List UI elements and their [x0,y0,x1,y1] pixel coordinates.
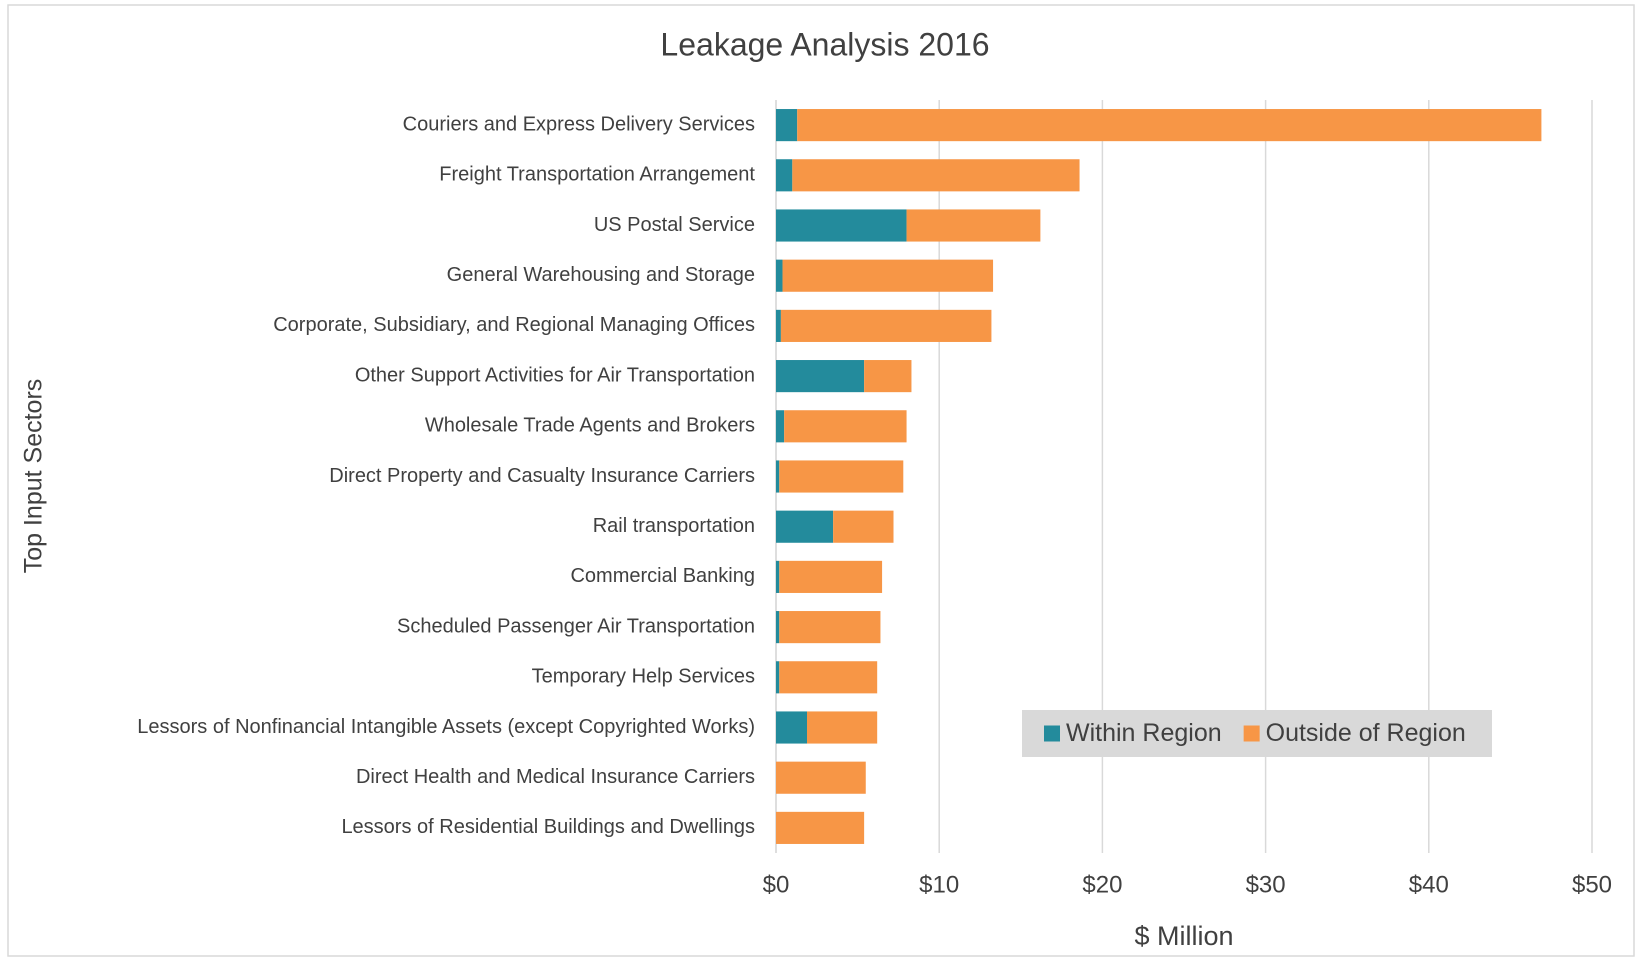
bar-segment [776,611,780,644]
chart-title: Leakage Analysis 2016 [660,26,989,62]
legend-swatch [1243,725,1260,742]
x-tick-label: $30 [1246,871,1286,898]
bar-segment [833,510,894,543]
bar-segment [779,611,881,644]
bar-segment [776,661,780,694]
legend-label: Outside of Region [1266,719,1466,747]
bar-segment [776,460,780,493]
y-tick-label: Corporate, Subsidiary, and Regional Mana… [273,314,755,336]
bar-segment [776,560,780,593]
legend-swatch [1044,725,1060,742]
bar-segment [864,360,912,393]
bar-segment [797,109,1542,142]
bar-segment [776,811,865,844]
bar-segment [906,209,1041,242]
x-tick-label: $10 [919,871,959,898]
y-tick-label: US Postal Service [594,214,755,236]
y-tick-label: Direct Health and Medical Insurance Carr… [356,766,755,788]
y-tick-label: Other Support Activities for Air Transpo… [355,364,755,386]
y-tick-label: Direct Property and Casualty Insurance C… [329,465,755,487]
y-tick-label: Freight Transportation Arrangement [439,164,755,186]
bar-segment [776,360,865,393]
bar-segment [776,309,781,342]
y-tick-label: Lessors of Residential Buildings and Dwe… [341,816,755,838]
bar-segment [780,309,992,342]
x-axis-title: $ Million [1134,921,1233,951]
y-tick-label: Scheduled Passenger Air Transportation [397,615,755,637]
bar-segment [792,159,1080,192]
bar-segment [776,109,798,142]
y-tick-label: Temporary Help Services [532,666,755,688]
y-tick-label: Lessors of Nonfinancial Intangible Asset… [137,716,755,738]
x-tick-label: $50 [1572,871,1612,898]
bar-segment [776,410,785,443]
bar-segment [807,711,878,744]
bar-segment [776,209,907,242]
y-tick-label: General Warehousing and Storage [447,264,755,286]
y-tick-label: Couriers and Express Delivery Services [403,113,755,135]
y-axis-title: Top Input Sectors [20,379,48,574]
bar-segment [776,510,834,543]
bar-segment [776,711,808,744]
bar-segment [779,560,883,593]
bar-segment [779,661,878,694]
bar-segment [784,410,907,443]
bar-segment [776,259,783,292]
x-tick-label: $40 [1409,871,1449,898]
y-tick-label: Rail transportation [593,515,755,537]
x-tick-label: $20 [1082,871,1122,898]
x-tick-label: $0 [763,871,790,898]
legend-label: Within Region [1066,719,1222,747]
bar-segment [776,761,866,794]
y-tick-label: Commercial Banking [570,565,755,587]
bar-segment [776,159,793,192]
bar-segment [779,460,904,493]
bar-segment [782,259,994,292]
y-tick-label: Wholesale Trade Agents and Brokers [425,415,755,437]
